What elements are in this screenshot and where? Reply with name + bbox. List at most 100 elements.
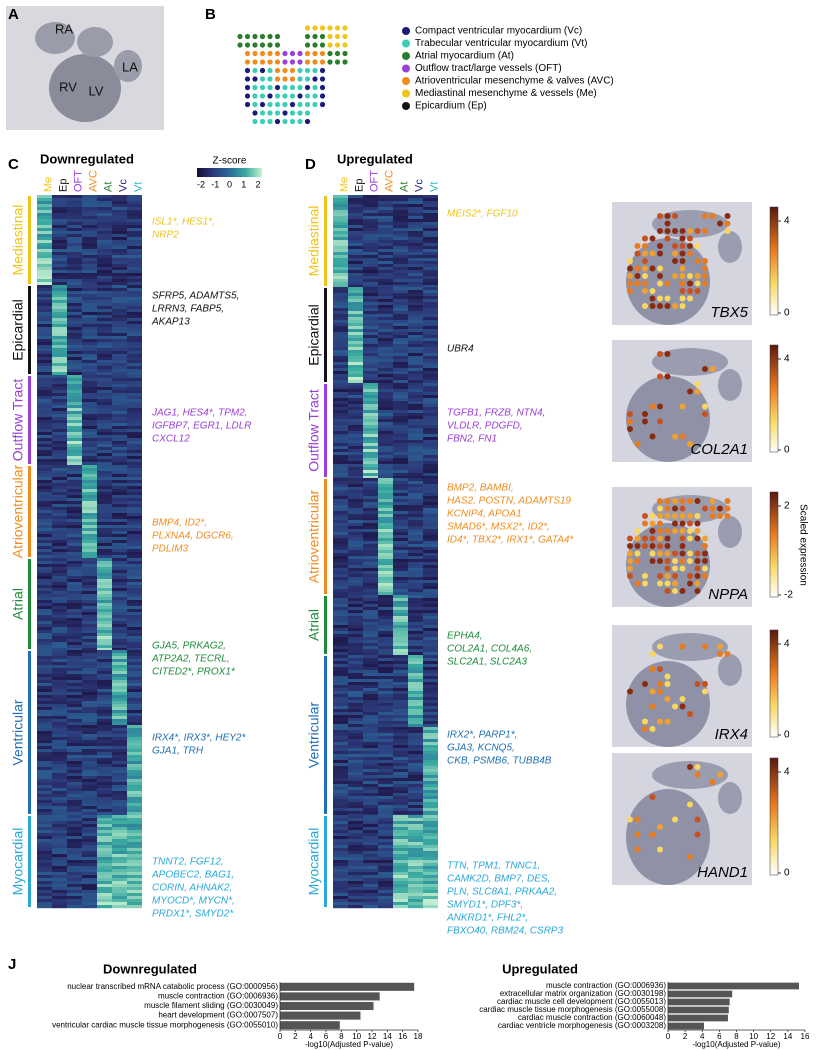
heatmap-cell: [67, 677, 82, 681]
heatmap-cell: [37, 701, 52, 705]
heatmap-cell: [333, 422, 348, 426]
heatmap-cell: [127, 453, 142, 457]
spot: [274, 118, 281, 125]
heatmap-cell: [363, 222, 378, 226]
heatmap-cell: [67, 872, 82, 876]
gene-list: TNNT2, FGF12,: [152, 857, 224, 868]
heatmap-cell: [378, 487, 393, 491]
expression-spot: [634, 273, 641, 279]
heatmap-cell: [408, 499, 423, 503]
heatmap-cell: [112, 264, 127, 268]
heatmap-cell: [378, 431, 393, 435]
heatmap-cell: [393, 287, 408, 291]
heatmap-cell: [112, 504, 127, 508]
heatmap-cell: [378, 655, 393, 659]
colorbar-tick: 1: [241, 179, 246, 189]
heatmap-cell: [82, 216, 97, 220]
heatmap-cell: [67, 597, 82, 601]
heatmap-cell: [52, 522, 67, 526]
heatmap-cell: [408, 574, 423, 578]
heatmap-cell: [348, 652, 363, 656]
heatmap-cell: [408, 517, 423, 521]
heatmap-cell: [408, 350, 423, 354]
heatmap-cell: [97, 399, 112, 403]
heatmap-cell: [97, 378, 112, 382]
heatmap-cell: [423, 228, 438, 232]
heatmap-cell: [127, 549, 142, 553]
heatmap-cell: [408, 787, 423, 791]
heatmap-cell: [82, 258, 97, 262]
expression-spot: [694, 681, 701, 687]
heatmap-cell: [67, 357, 82, 361]
heatmap-cell: [37, 752, 52, 756]
heatmap-cell: [423, 404, 438, 408]
heatmap-cell: [393, 643, 408, 647]
heatmap-cell: [393, 323, 408, 327]
bar: [668, 1022, 704, 1030]
heatmap-cell: [393, 443, 408, 447]
heatmap-cell: [82, 561, 97, 565]
heatmap-cell: [97, 294, 112, 298]
heatmap-cell: [348, 467, 363, 471]
heatmap-cell: [348, 249, 363, 253]
heatmap-cell: [363, 766, 378, 770]
heatmap-cell: [52, 255, 67, 259]
gene-list: MEIS2*, FGF10: [447, 209, 518, 220]
heatmap-cell: [393, 848, 408, 852]
heatmap-cell: [333, 359, 348, 363]
expression-spot: [664, 573, 671, 579]
heatmap-cell: [37, 372, 52, 376]
heatmap-cell: [363, 293, 378, 297]
heatmap-cell: [127, 758, 142, 762]
heatmap-cell: [363, 628, 378, 632]
heatmap-cell: [67, 222, 82, 226]
heatmap-cell: [82, 902, 97, 906]
column-label: AVC: [383, 170, 395, 192]
heatmap-cell: [333, 757, 348, 761]
heatmap-cell: [82, 507, 97, 511]
heatmap-cell: [333, 595, 348, 599]
heatmap-cell: [52, 713, 67, 717]
bar: [280, 1001, 374, 1011]
expression-spot: [634, 846, 641, 853]
heatmap-cell: [378, 413, 393, 417]
heatmap-cell: [423, 845, 438, 849]
heatmap-cell: [393, 252, 408, 256]
heatmap-cell: [52, 674, 67, 678]
expression-spot: [694, 588, 701, 594]
heatmap-cell: [67, 899, 82, 903]
heatmap-cell: [127, 887, 142, 891]
heatmap-cell: [127, 552, 142, 556]
heatmap-cell: [67, 198, 82, 202]
heatmap-cell: [393, 769, 408, 773]
heatmap-cell: [52, 624, 67, 628]
heatmap-cell: [408, 628, 423, 632]
heatmap-cell: [363, 249, 378, 253]
heatmap-cell: [97, 444, 112, 448]
heatmap-cell: [112, 213, 127, 217]
heatmap-cell: [348, 359, 363, 363]
heatmap-cell: [363, 425, 378, 429]
heatmap-cell: [363, 833, 378, 837]
heatmap-cell: [82, 627, 97, 631]
heatmap-cell: [127, 902, 142, 906]
heatmap-cell: [67, 734, 82, 738]
heatmap-cell: [127, 261, 142, 265]
spot: [252, 76, 258, 82]
heatmap-cell: [67, 845, 82, 849]
heatmap-cell: [82, 411, 97, 415]
heatmap-cell: [333, 222, 348, 226]
heatmap-cell: [348, 721, 363, 725]
heatmap-cell: [37, 486, 52, 490]
heatmap-cell: [127, 234, 142, 238]
heatmap-cell: [408, 884, 423, 888]
heatmap-cell: [82, 683, 97, 687]
heatmap-cell: [97, 339, 112, 343]
heatmap-cell: [97, 797, 112, 801]
heatmap-cell: [423, 851, 438, 855]
heatmap-cell: [127, 567, 142, 571]
heatmap-cell: [423, 326, 438, 330]
heatmap-cell: [52, 234, 67, 238]
heatmap-cell: [112, 540, 127, 544]
heatmap-cell: [408, 201, 423, 205]
